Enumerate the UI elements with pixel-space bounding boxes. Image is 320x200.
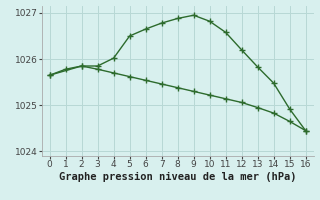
X-axis label: Graphe pression niveau de la mer (hPa): Graphe pression niveau de la mer (hPa) [59,172,296,182]
